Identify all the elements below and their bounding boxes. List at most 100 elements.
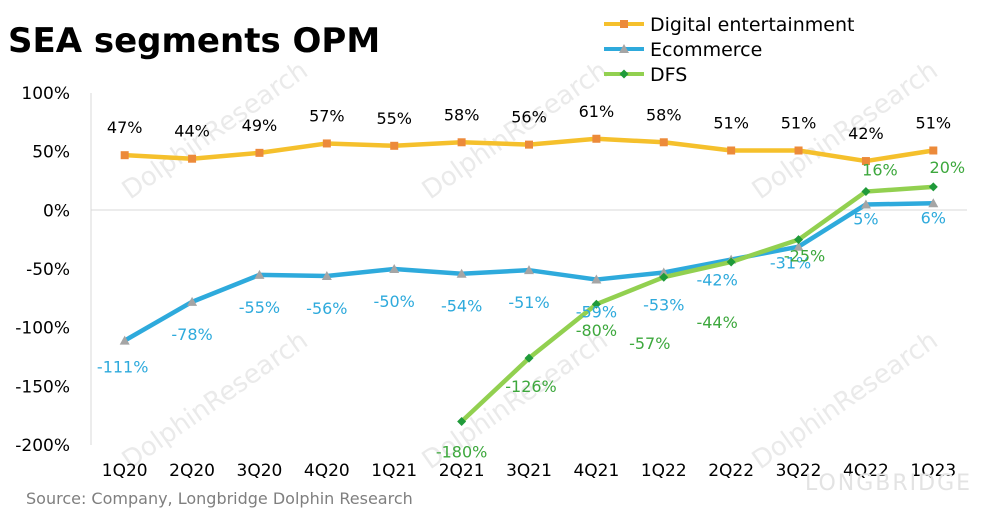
data-point-marker [119, 335, 130, 345]
data-point-marker [591, 299, 601, 309]
x-tick-label: 1Q22 [641, 461, 687, 481]
x-tick-labels: 1Q20 2Q20 3Q20 4Q20 1Q21 2Q21 3Q21 4Q21 1Q22 2Q22… [102, 461, 956, 481]
x-tick-label: 4Q22 [843, 461, 889, 481]
data-point-marker [457, 138, 466, 147]
data-label: -55% [239, 298, 280, 317]
y-tick-label: -100% [15, 319, 70, 339]
data-point-marker [659, 272, 669, 282]
y-tick-label: 100% [21, 84, 70, 104]
watermark-text: DolphinResearch [117, 325, 314, 475]
y-tick-labels: 100% 50% 0% -50% -100% -150% -200% [15, 84, 70, 456]
data-label: -54% [441, 297, 482, 316]
data-label: -56% [306, 299, 347, 318]
data-point-marker [187, 296, 198, 306]
data-point-marker [928, 198, 939, 208]
data-point-marker [794, 235, 804, 245]
data-label: 6% [921, 208, 946, 227]
data-point-marker [525, 140, 533, 149]
data-label: 44% [174, 122, 210, 141]
watermark-text: DolphinResearch [747, 55, 944, 205]
watermark-text: DolphinResearch [417, 55, 614, 205]
x-tick-label: 3Q20 [237, 461, 283, 481]
watermark-text: DolphinResearch [117, 55, 314, 205]
y-tick-label: -50% [26, 260, 70, 280]
data-point-marker [726, 257, 736, 267]
series-dfs [457, 182, 938, 427]
x-tick-label: 4Q20 [304, 461, 350, 481]
data-point-marker [928, 182, 938, 192]
data-point-marker [456, 268, 467, 278]
data-label: -31% [770, 254, 811, 273]
data-point-marker [188, 154, 197, 163]
watermark-brand: LONGBRIDGE [805, 471, 972, 496]
x-tick-label: 2Q22 [708, 461, 754, 481]
data-point-marker [389, 264, 400, 273]
data-label: 20% [930, 158, 966, 177]
legend-item-digital-entertainment: Digital entertainment [604, 14, 854, 36]
data-label: 42% [848, 124, 884, 143]
data-point-marker [619, 44, 629, 53]
data-point-marker [659, 138, 668, 147]
data-point-marker [255, 148, 264, 157]
data-label: -59% [576, 303, 617, 322]
data-label: -53% [643, 296, 684, 315]
data-label: -57% [629, 334, 670, 353]
data-label: 47% [107, 118, 143, 137]
x-tick-label: 2Q21 [439, 461, 485, 481]
data-label: -44% [696, 313, 737, 332]
data-point-marker [524, 265, 534, 275]
data-point-marker [322, 139, 331, 148]
data-label: -25% [784, 247, 825, 266]
data-point-marker [861, 157, 870, 166]
x-tick-label: 1Q21 [371, 461, 417, 481]
watermark-text: DolphinResearch [747, 325, 944, 475]
data-label: -51% [508, 293, 549, 312]
series-digital-entertainment [120, 134, 938, 166]
x-tick-label: 1Q20 [102, 461, 148, 481]
axes [90, 93, 967, 445]
data-point-marker [591, 274, 602, 284]
data-point-marker [929, 146, 938, 155]
data-label: 57% [309, 106, 345, 125]
data-labels: 47% 44% 49% 57% 55% 58% 56% 61% 58% 51% 51% 42% 51% -… [97, 102, 965, 462]
series-line [459, 184, 936, 424]
data-point-marker [120, 151, 129, 160]
data-point-marker [860, 199, 871, 209]
series-ecommerce [119, 198, 939, 345]
legend-label: Digital entertainment [650, 14, 854, 36]
data-point-marker [861, 187, 871, 197]
data-label: 5% [853, 209, 878, 228]
legend-item-ecommerce: Ecommerce [604, 39, 762, 61]
data-label: 49% [242, 116, 278, 135]
data-point-marker [524, 353, 534, 363]
data-label: 58% [444, 105, 480, 124]
x-tick-label: 3Q21 [506, 461, 552, 481]
data-label: 51% [713, 113, 749, 132]
y-tick-label: 0% [43, 201, 70, 221]
data-label: -42% [696, 271, 737, 290]
data-label: -80% [576, 321, 617, 340]
y-tick-label: -150% [15, 377, 70, 397]
data-label: -111% [97, 358, 149, 377]
data-label: 58% [646, 105, 682, 124]
data-label: 16% [862, 161, 898, 180]
data-point-marker [658, 267, 669, 277]
data-label: 56% [511, 108, 547, 127]
data-label: 51% [916, 113, 952, 132]
legend-label: DFS [650, 64, 687, 86]
data-point-marker [254, 269, 265, 279]
data-label: -78% [171, 325, 212, 344]
legend-item-dfs: DFS [604, 64, 687, 86]
data-label: -126% [505, 377, 557, 396]
data-label: -50% [374, 292, 415, 311]
legend: Digital entertainment Ecommerce DFS [604, 14, 854, 86]
y-tick-label: 50% [32, 143, 70, 163]
y-tick-label: -200% [15, 436, 70, 456]
legend-label: Ecommerce [650, 39, 762, 61]
data-point-marker [592, 134, 601, 143]
x-tick-label: 3Q22 [776, 461, 822, 481]
x-tick-label: 4Q21 [573, 461, 619, 481]
data-point-marker [794, 146, 803, 155]
data-point-marker [457, 417, 467, 427]
data-point-marker [321, 271, 332, 281]
